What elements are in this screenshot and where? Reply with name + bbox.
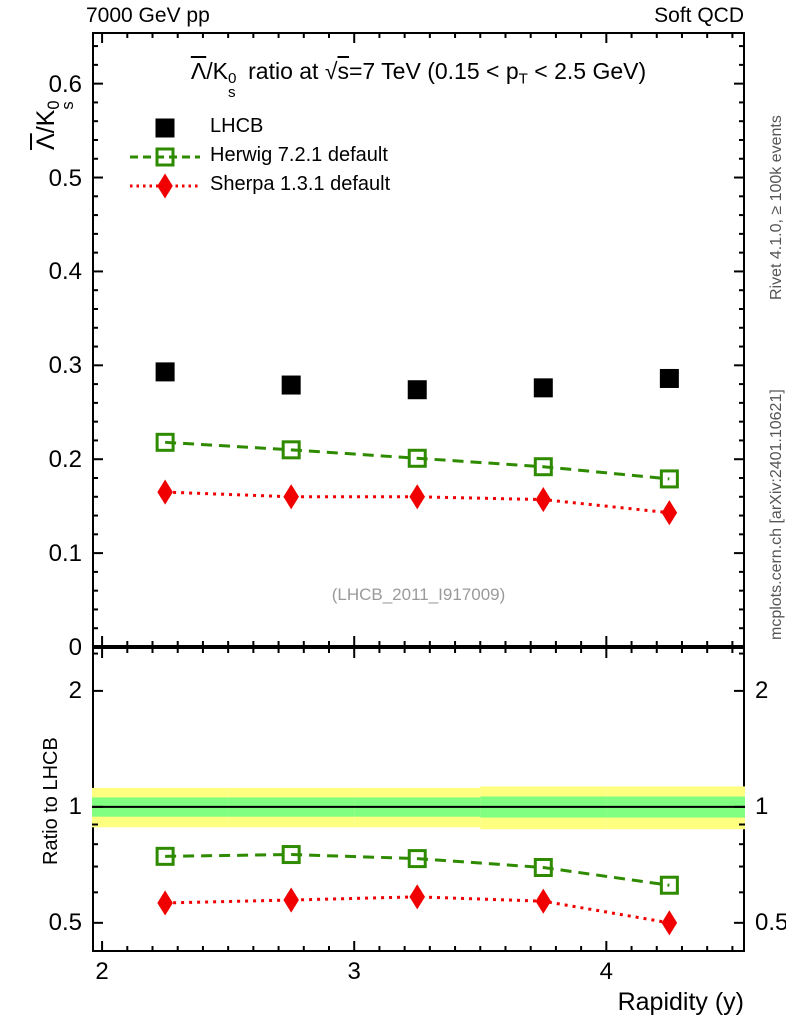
main-y-tick-label: 0.6 — [48, 70, 82, 98]
ratio-y-tick-label-left: 0.5 — [48, 908, 82, 936]
legend-symbol-filled-diamond-icon — [130, 172, 200, 199]
legend-symbol — [128, 144, 202, 168]
legend-entry: Sherpa 1.3.1 default — [128, 170, 390, 199]
analysis-watermark: (LHCB_2011_I917009) — [331, 585, 506, 604]
ratio-y-tick-label-left: 1 — [68, 792, 82, 820]
header-right-label: Soft QCD — [654, 4, 744, 27]
ratio-y-tick-label-right: 0.5 — [755, 908, 786, 936]
main-y-tick-label: 0.1 — [48, 540, 82, 568]
x-tick-label: 2 — [95, 958, 109, 985]
title-sqrt-s: s — [337, 58, 349, 84]
legend-label: Sherpa 1.3.1 default — [210, 173, 391, 195]
ratio-y-tick-label-left: 2 — [68, 676, 82, 704]
title-pt-sub: T — [518, 70, 528, 88]
title-mid: ratio at — [241, 58, 325, 84]
x-tick-label: 3 — [347, 958, 361, 985]
title-tail: < 2.5 GeV) — [527, 58, 647, 84]
x-axis-title: Rapidity (y) — [617, 988, 744, 1016]
title-slash-k: /K — [206, 58, 228, 84]
legend-symbol — [128, 115, 202, 139]
title-pt: pT — [505, 58, 528, 88]
legend-symbol — [128, 172, 202, 199]
main-y-tick-label: 0 — [68, 634, 82, 661]
title-k-sup: 0 — [227, 69, 237, 87]
title-k-sub: s — [227, 83, 236, 101]
mcplots-reference-label: mcplots.cern.ch [arXiv:2401.10621] — [768, 389, 785, 640]
x-tick-label: 4 — [599, 958, 613, 985]
main-y-tick-label: 0.2 — [48, 446, 82, 474]
legend: LHCB Herwig 7.2.1 default Sherpa 1.3.1 def… — [128, 112, 390, 199]
legend-symbol-filled-square-icon — [155, 118, 175, 137]
main-y-tick-label: 0.3 — [48, 352, 82, 380]
header-left-label: 7000 GeV pp — [86, 4, 210, 27]
legend-entry: Herwig 7.2.1 default — [128, 141, 390, 170]
ratio-y-tick-label-right: 1 — [755, 792, 769, 820]
plot-title: Λ/K 0 s ratio at √s=7 TeV (0.15 < pT < 2… — [92, 58, 745, 101]
title-lambda-bar: Λ — [190, 58, 207, 84]
legend-symbol-open-square-icon — [130, 147, 200, 166]
sqrt-symbol: √s — [324, 58, 349, 84]
legend-label: LHCB — [210, 115, 264, 137]
title-eq: =7 TeV (0.15 < — [348, 58, 506, 84]
ratio-y-axis-title: Ratio to LHCB — [40, 737, 62, 865]
legend-entry: LHCB — [128, 112, 390, 141]
main-y-tick-label: 0.5 — [48, 164, 82, 192]
rivet-version-label: Rivet 4.1.0, ≥ 100k events — [768, 115, 785, 300]
main-plot-panel — [92, 32, 745, 647]
legend-label: Herwig 7.2.1 default — [210, 144, 388, 166]
title-pt-p: p — [505, 58, 519, 84]
main-y-tick-label: 0.4 — [48, 258, 82, 286]
ratio-y-tick-label-right: 2 — [755, 676, 769, 704]
